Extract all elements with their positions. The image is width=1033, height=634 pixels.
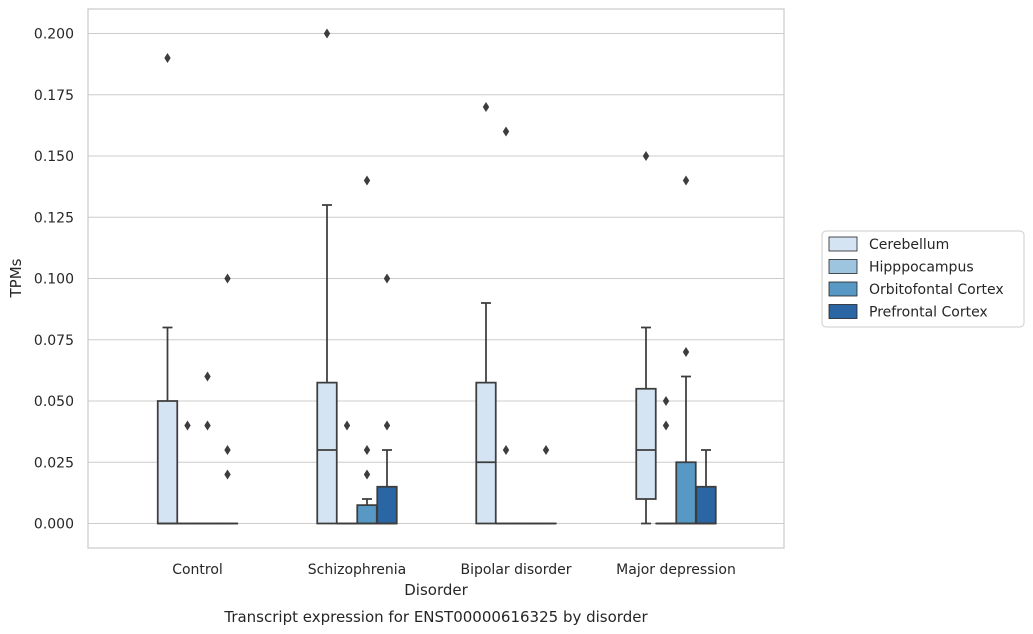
y-tick-label: 0.200 <box>34 27 74 43</box>
outlier-point <box>363 175 371 186</box>
box-group <box>196 371 219 525</box>
x-tick-labels: Control Schizophrenia Bipolar disorder Majo… <box>172 562 736 578</box>
outlier-point <box>502 126 510 137</box>
box-group <box>336 420 358 525</box>
outlier-point <box>642 151 650 161</box>
outlier-point <box>363 469 371 480</box>
box-group <box>356 175 378 525</box>
y-tick-label: 0.175 <box>34 88 74 104</box>
y-tick-label: 0.000 <box>34 517 74 533</box>
y-tick-label: 0.025 <box>34 455 74 471</box>
outlier-point <box>682 175 690 186</box>
y-tick-label: 0.150 <box>34 149 74 165</box>
grid-layer <box>88 33 784 524</box>
box-group <box>695 449 717 525</box>
outlier-point <box>184 420 191 431</box>
y-tick-label: 0.075 <box>34 333 74 349</box>
outlier-point <box>164 53 171 63</box>
legend-label: Hipppocampus <box>869 260 974 276</box>
box <box>376 485 398 525</box>
outlier-point <box>383 273 391 284</box>
x-tick-label: Control <box>172 562 223 578</box>
outlier-point <box>224 273 231 284</box>
box <box>475 381 497 525</box>
x-axis-title: Disorder <box>404 581 468 599</box>
outlier-point <box>502 445 510 455</box>
box-group <box>675 175 697 525</box>
legend-swatch <box>828 259 858 274</box>
box <box>635 387 657 500</box>
box <box>675 461 697 525</box>
legend-swatch <box>828 236 858 252</box>
box <box>695 485 717 525</box>
box-group <box>495 126 517 525</box>
outlier-point <box>204 420 211 431</box>
outlier-point <box>482 102 490 112</box>
box-group <box>475 102 497 525</box>
box-layer <box>156 28 717 525</box>
legend-label: Prefrontal Cortex <box>869 305 988 321</box>
y-tick-label: 0.125 <box>34 210 74 226</box>
legend-frame <box>821 230 1025 328</box>
legend-label: Cerebellum <box>869 237 949 253</box>
legend-swatch <box>828 281 858 297</box>
x-tick-label: Major depression <box>616 562 736 578</box>
outlier-point <box>383 420 391 431</box>
outlier-point <box>343 420 351 431</box>
box-group <box>176 420 199 525</box>
x-tick-label: Bipolar disorder <box>460 562 571 578</box>
box <box>156 400 179 525</box>
y-tick-label: 0.100 <box>34 272 74 288</box>
box-group <box>216 273 239 525</box>
box-group <box>156 53 179 525</box>
box-group <box>635 151 657 525</box>
outlier-point <box>323 28 331 39</box>
box-group <box>535 445 557 525</box>
outlier-point <box>662 396 670 406</box>
box <box>356 504 378 525</box>
outlier-point <box>224 469 231 480</box>
box-group <box>316 28 338 525</box>
x-tick-label: Schizophrenia <box>308 562 406 578</box>
legend-swatch <box>828 304 858 319</box>
outlier-point <box>204 371 211 382</box>
legend: Cerebellum Hipppocampus Orbitofontal Corte… <box>821 230 1025 328</box>
y-tick-label: 0.050 <box>34 394 74 410</box>
box-group <box>376 273 398 525</box>
legend-label: Orbitofontal Cortex <box>869 282 1004 298</box>
box-group <box>655 396 677 525</box>
y-axis-title: TPMs <box>7 258 25 298</box>
outlier-point <box>542 445 550 455</box>
outlier-point <box>662 420 670 431</box>
outlier-point <box>682 347 690 357</box>
outlier-point <box>224 445 231 455</box>
box <box>316 381 338 525</box>
outlier-point <box>363 445 371 455</box>
y-tick-labels: 0.000 0.025 0.050 0.075 0.100 0.125 0.150 0.175… <box>34 27 74 533</box>
chart-caption: Transcript expression for ENST0000061632… <box>223 608 648 626</box>
plot-frame <box>87 8 785 549</box>
